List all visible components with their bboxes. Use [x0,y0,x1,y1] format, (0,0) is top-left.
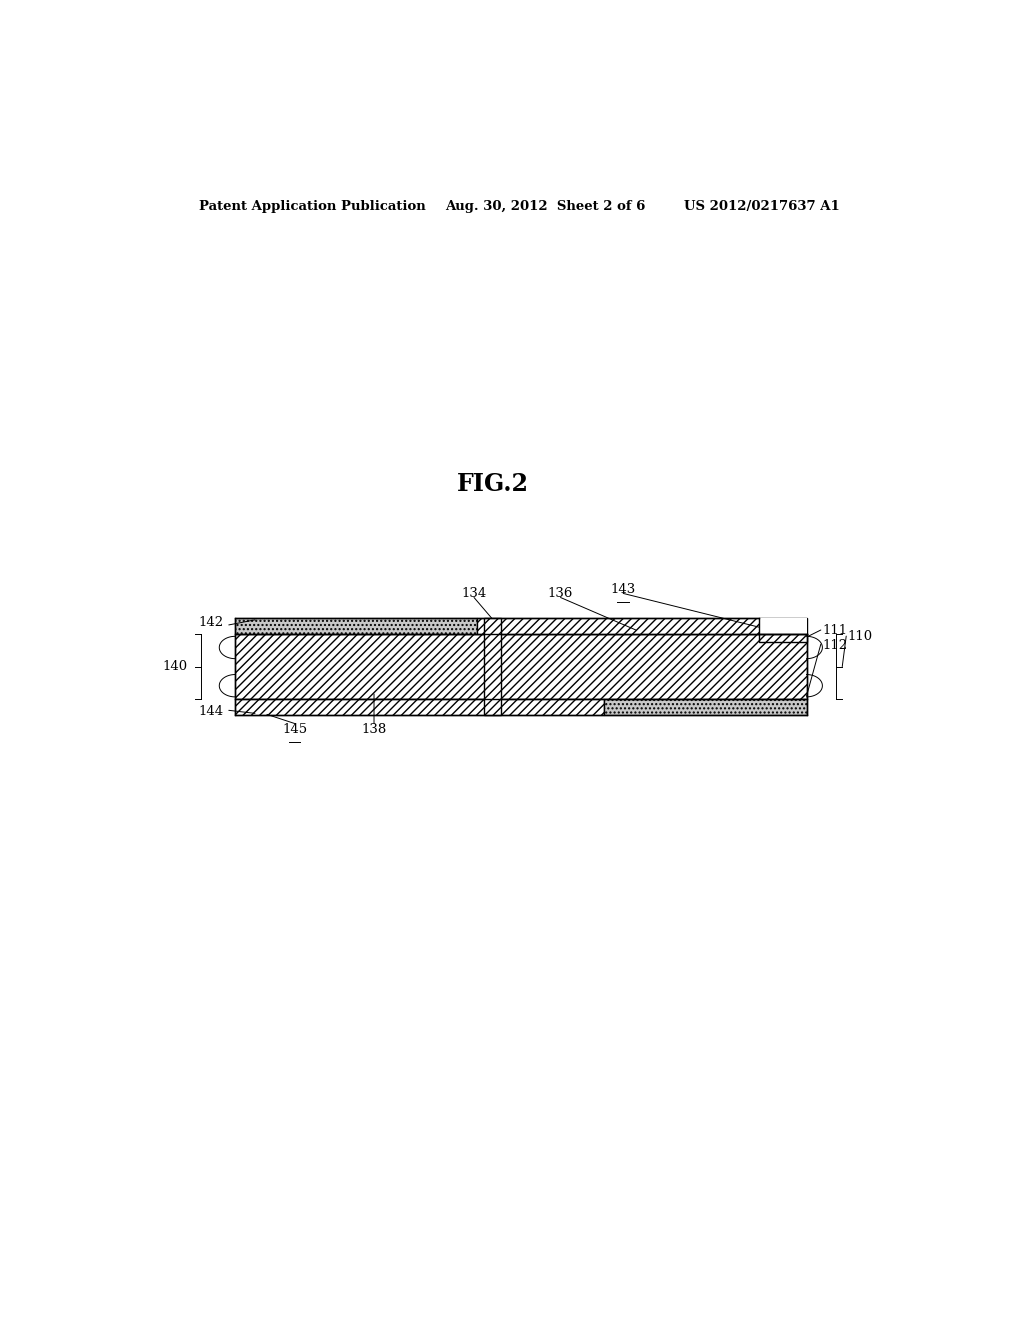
Text: 138: 138 [361,723,387,737]
Text: Aug. 30, 2012  Sheet 2 of 6: Aug. 30, 2012 Sheet 2 of 6 [445,199,646,213]
Text: 143: 143 [610,583,636,595]
Text: Patent Application Publication: Patent Application Publication [200,199,426,213]
Bar [759,618,807,634]
Text: 136: 136 [548,587,573,599]
Bar [236,618,477,634]
Text: US 2012/0217637 A1: US 2012/0217637 A1 [684,199,840,213]
Text: 112: 112 [822,639,848,652]
Bar [759,634,807,643]
Bar [477,618,807,634]
Text: 145: 145 [282,723,307,737]
Text: 140: 140 [163,660,187,673]
Text: 110: 110 [848,630,872,643]
Text: 142: 142 [198,616,223,630]
Bar [604,700,807,715]
Text: 134: 134 [462,587,486,599]
Text: 111: 111 [822,623,848,636]
Bar [236,634,807,700]
Text: 144: 144 [198,705,223,718]
Bar [236,700,604,715]
Text: FIG.2: FIG.2 [458,471,529,495]
Bar [483,618,501,715]
